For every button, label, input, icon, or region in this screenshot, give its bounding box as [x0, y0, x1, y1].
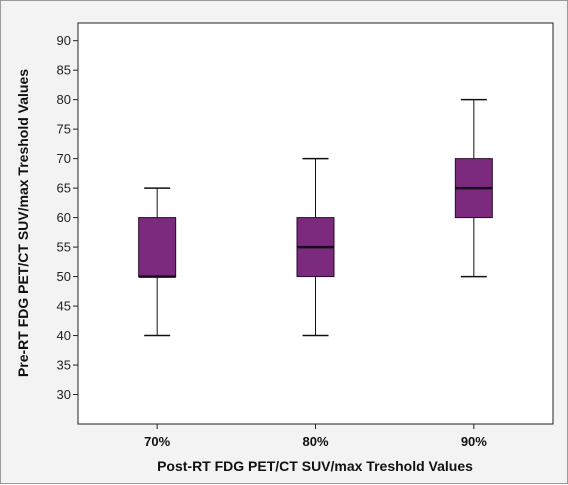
y-tick-label: 45 [57, 299, 71, 314]
box-70% [138, 187, 177, 337]
y-axis-ticks: 30 35 40 45 50 55 60 65 70 75 80 85 90 [57, 33, 78, 402]
y-tick-label: 90 [57, 33, 71, 48]
iqr-box [138, 217, 177, 278]
y-tick-label: 55 [57, 240, 71, 255]
x-tick-label: 90% [461, 434, 487, 449]
y-tick-label: 70 [57, 151, 71, 166]
x-tick-label: 70% [144, 434, 170, 449]
x-axis-ticks: 70% 80% 90% [144, 424, 487, 449]
x-axis-title: Post-RT FDG PET/CT SUV/max Treshold Valu… [157, 458, 473, 474]
y-tick-label: 80 [57, 92, 71, 107]
y-tick-label: 30 [57, 387, 71, 402]
y-tick-label: 35 [57, 358, 71, 373]
boxes-group [138, 98, 493, 337]
y-tick-label: 65 [57, 181, 71, 196]
y-tick-label: 40 [57, 328, 71, 343]
y-tick-label: 85 [57, 63, 71, 78]
y-tick-label: 50 [57, 269, 71, 284]
y-axis-title: Pre-RT FDG PET/CT SUV/max Treshold Value… [15, 69, 31, 377]
box-90% [454, 98, 493, 278]
y-tick-label: 75 [57, 122, 71, 137]
y-tick-label: 60 [57, 210, 71, 225]
box-80% [296, 157, 335, 337]
x-tick-label: 80% [302, 434, 328, 449]
